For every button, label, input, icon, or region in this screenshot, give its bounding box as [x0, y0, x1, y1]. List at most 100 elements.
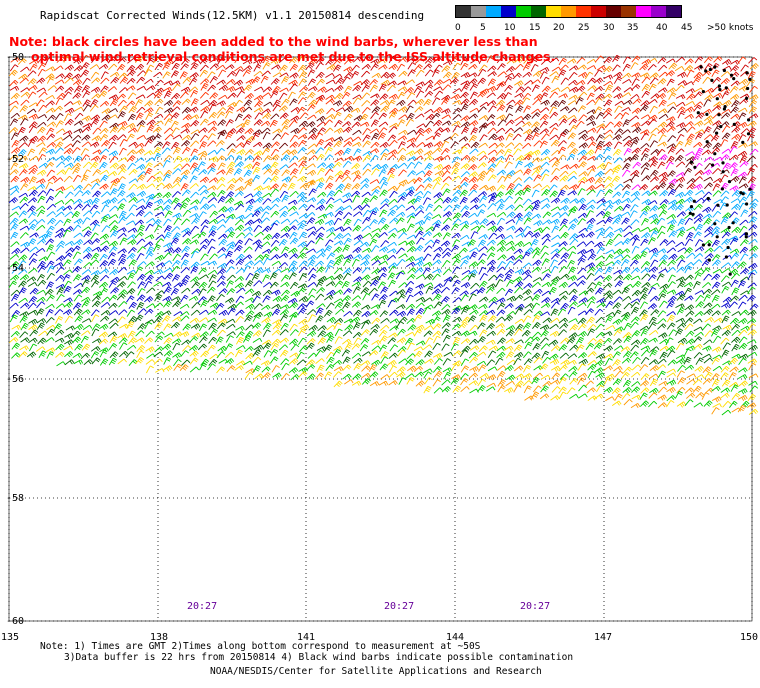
wind-barb [128, 259, 137, 267]
wind-barb [684, 304, 695, 311]
wind-barb [161, 310, 172, 316]
wind-barb [270, 239, 280, 247]
wind-barb [91, 135, 102, 142]
wind-barb [71, 245, 81, 253]
wind-barb [28, 268, 38, 274]
wind-barb [261, 304, 271, 311]
wind-barb [344, 342, 353, 350]
wind-barb [675, 354, 686, 360]
wind-barb [234, 239, 244, 247]
wind-barb [478, 56, 487, 65]
wind-barb [452, 175, 462, 182]
wind-barb [711, 346, 722, 353]
wind-barb [424, 57, 434, 64]
wind-barb [549, 91, 559, 99]
wind-barb [621, 266, 631, 274]
lon-label-135: 135 [1, 632, 19, 643]
wind-barb [594, 338, 604, 345]
wind-barb [442, 196, 452, 204]
wind-barb [623, 225, 633, 232]
wind-barb [236, 287, 246, 294]
wind-barb [479, 273, 488, 281]
wind-barb [263, 155, 272, 163]
wind-barb [101, 140, 110, 147]
wind-barb [18, 218, 29, 225]
wind-barb [81, 269, 92, 275]
wind-barb [720, 372, 729, 380]
wind-barb [494, 225, 504, 233]
wind-barb [748, 113, 759, 119]
wind-barb [488, 142, 498, 149]
wind-barb [440, 127, 451, 133]
wind-barb [253, 344, 264, 351]
wind-barb [170, 70, 180, 78]
wind-barb [675, 303, 685, 309]
wind-barb [658, 386, 668, 394]
wind-barb [514, 99, 524, 106]
wind-barb [137, 281, 146, 289]
wind-barb [647, 200, 658, 206]
wind-barb [334, 149, 344, 157]
wind-barb [262, 225, 272, 233]
wind-barb [108, 197, 118, 204]
wind-barb [557, 247, 567, 254]
wind-barb [632, 280, 642, 288]
wind-barb [531, 232, 541, 239]
wind-barb [135, 63, 145, 71]
wind-barb [19, 225, 30, 231]
wind-barb [514, 318, 525, 324]
wind-barb [496, 217, 506, 226]
wind-barb [146, 287, 156, 294]
legend-label: 35 [627, 23, 639, 33]
wind-barb [163, 173, 171, 182]
wind-barb [341, 349, 351, 357]
wind-barb [461, 83, 470, 92]
wind-barb [704, 115, 714, 122]
wind-barb [64, 339, 74, 346]
wind-barb [477, 322, 486, 330]
wind-barb [568, 318, 578, 323]
note-line-2: optimal wind retrieval conditions are me… [31, 49, 556, 64]
wind-barb [371, 245, 380, 253]
wind-barb [190, 225, 199, 233]
wind-barb [415, 296, 426, 302]
wind-barb [64, 162, 74, 168]
wind-barb [218, 358, 228, 364]
wind-barb [28, 189, 38, 197]
wind-barb [317, 330, 327, 338]
wind-barb [398, 114, 408, 120]
wind-barb [675, 191, 685, 199]
wind-barb [605, 373, 615, 379]
wind-barb [100, 71, 109, 80]
wind-barb [351, 163, 361, 170]
wind-barb [656, 364, 667, 371]
wind-barb [666, 155, 675, 164]
wind-barb [611, 387, 621, 395]
wind-barb [19, 311, 29, 318]
wind-barb [18, 73, 28, 80]
wind-barb [630, 298, 641, 304]
wind-barb [704, 226, 714, 233]
contamination-marker [701, 243, 706, 247]
wind-barb [281, 76, 290, 84]
wind-barb [332, 359, 343, 366]
wind-barb [145, 346, 155, 353]
wind-barb [630, 196, 640, 204]
wind-barb [729, 400, 738, 408]
wind-barb [586, 199, 596, 206]
wind-barb [451, 330, 462, 337]
wind-barb [595, 227, 605, 233]
wind-barb [649, 77, 659, 85]
wind-barb [577, 188, 586, 196]
wind-barb [639, 104, 649, 112]
wind-barb [334, 233, 344, 240]
wind-barb [307, 352, 317, 359]
wind-barb [704, 317, 714, 323]
wind-barb [523, 154, 533, 161]
wind-barb [540, 385, 549, 393]
wind-barb [747, 127, 757, 135]
wind-barb [639, 325, 650, 331]
wind-barb [467, 239, 476, 247]
wind-barb [199, 91, 209, 99]
wind-barb [227, 177, 237, 184]
